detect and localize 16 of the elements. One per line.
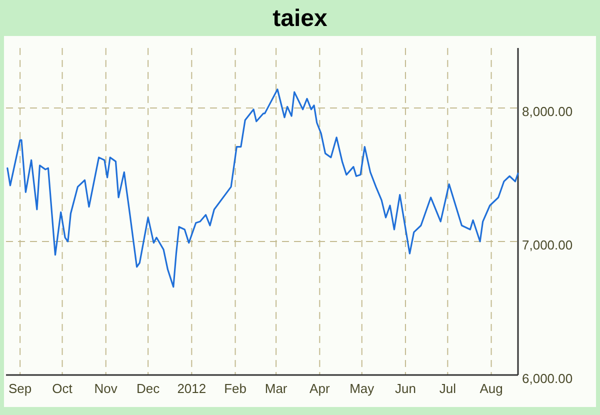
x-tick-label: Sep — [8, 381, 32, 396]
y-tick-label: 7,000.00 — [522, 238, 573, 253]
x-tick-label: Aug — [480, 381, 503, 396]
x-tick-label: Jun — [394, 381, 416, 396]
x-tick-label: Oct — [52, 381, 73, 396]
chart-title: taiex — [272, 5, 328, 32]
x-tick-label: Nov — [94, 381, 118, 396]
x-tick-label: Feb — [224, 381, 246, 396]
y-tick-label: 8,000.00 — [522, 104, 573, 120]
x-tick-label: Apr — [310, 381, 330, 396]
x-tick-label: Mar — [264, 381, 288, 396]
x-tick-label: 2012 — [177, 381, 206, 396]
x-tick-label: Jul — [439, 381, 456, 396]
y-tick-label: 6,000.00 — [522, 371, 573, 386]
x-tick-label: Dec — [136, 381, 160, 396]
x-tick-label: May — [350, 381, 375, 396]
